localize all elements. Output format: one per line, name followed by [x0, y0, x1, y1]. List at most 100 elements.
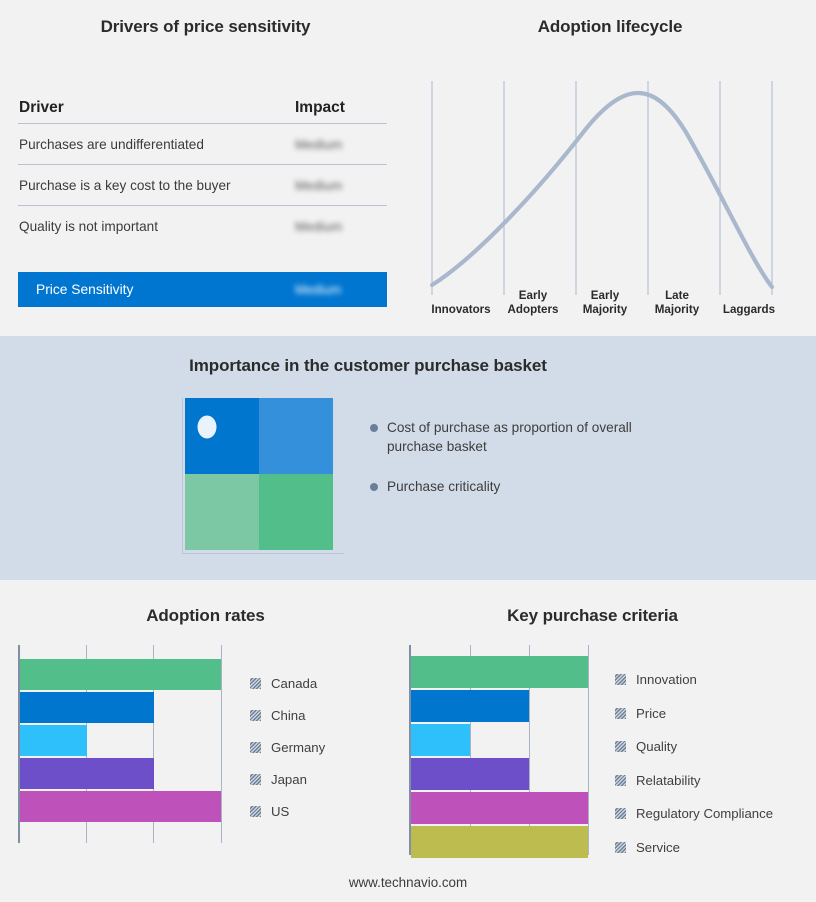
driver-label: Purchase is a key cost to the buyer — [19, 177, 231, 193]
gridline — [588, 645, 589, 855]
impact-value-redacted: Medium — [295, 136, 343, 152]
impact-value-redacted: Medium — [295, 177, 343, 193]
legend-item-innovation: Innovation — [615, 663, 773, 697]
legend-label: Service — [636, 839, 680, 855]
hatched-swatch-icon — [615, 707, 626, 719]
legend-label: US — [271, 803, 290, 819]
driver-label: Purchases are undifferentiated — [19, 136, 204, 152]
drivers-panel-title: Drivers of price sensitivity — [100, 17, 311, 36]
column-header-impact: Impact — [295, 98, 345, 116]
lifecycle-stage-laggards: Laggards — [713, 282, 785, 316]
bar-china — [20, 692, 154, 723]
bar-innovation — [411, 656, 588, 688]
price-sensitivity-label: Price Sensitivity — [36, 282, 134, 297]
band-middle — [0, 336, 816, 580]
importance-panel-title: Importance in the customer purchase bask… — [189, 356, 547, 375]
legend-label: Relatability — [636, 772, 701, 788]
legend-item-price: Price — [615, 697, 773, 731]
stage-line-2: Majority — [654, 302, 700, 316]
table-row: Purchases are undifferentiated Medium — [18, 124, 387, 165]
adoption-rates-plot — [18, 645, 222, 843]
legend-label: Regulatory Compliance — [636, 806, 774, 822]
hatched-swatch-icon — [250, 709, 261, 721]
quadrant-cell-bottom-left — [185, 474, 259, 550]
gridline — [470, 645, 471, 855]
key-purchase-criteria-chart: Innovation Price Quality Relatability Re… — [409, 645, 773, 858]
quadrant-cell-top-right — [259, 398, 333, 474]
quadrant-cell-top-left — [185, 398, 259, 474]
lifecycle-stage-late-majority: Late Majority — [641, 282, 713, 316]
lifecycle-gridlines — [431, 81, 773, 295]
bar-japan — [20, 758, 154, 789]
legend-item-quality: Quality — [615, 730, 773, 764]
hatched-swatch-icon — [615, 808, 626, 820]
impact-value-redacted: Medium — [295, 219, 343, 234]
bar-us — [20, 791, 221, 822]
lifecycle-stage-labels: Innovators Early Adopters Early Majority… — [425, 282, 785, 316]
lifecycle-panel-title: Adoption lifecycle — [537, 17, 683, 36]
hatched-swatch-icon — [615, 841, 626, 853]
hatched-swatch-icon — [250, 773, 261, 785]
hatched-swatch-icon — [250, 741, 261, 753]
stage-line-1: Innovators — [431, 302, 491, 316]
legend-label: China — [271, 707, 306, 723]
legend-label: Price — [636, 705, 667, 721]
legend-item: Purchase criticality — [370, 477, 670, 496]
bar-quality — [411, 724, 470, 756]
footer-url: www.technavio.com — [348, 875, 468, 890]
importance-quadrant-chart — [182, 398, 344, 554]
legend-item-japan: Japan — [250, 763, 325, 795]
legend-item-service: Service — [615, 831, 773, 865]
stage-line-1: Late — [665, 289, 689, 302]
quadrant-grid — [185, 398, 333, 550]
table-row: Quality is not important Medium — [18, 206, 387, 247]
legend-item-relatability: Relatability — [615, 764, 773, 798]
adoption-rates-chart: Canada China Germany Japan US — [18, 645, 325, 843]
quadrant-cell-bottom-right — [259, 474, 333, 550]
lifecycle-curve-svg — [429, 81, 775, 295]
legend-label: Canada — [271, 675, 318, 691]
drivers-table: Driver Impact Purchases are undifferenti… — [18, 92, 387, 247]
adoption-rates-legend: Canada China Germany Japan US — [250, 667, 325, 827]
bar-germany — [20, 725, 87, 756]
key-purchase-criteria-title: Key purchase criteria — [507, 606, 678, 625]
gridline — [529, 645, 530, 855]
legend-item-canada: Canada — [250, 667, 325, 699]
gridline — [153, 645, 154, 843]
legend-label: Quality — [636, 739, 678, 755]
gridline — [221, 645, 222, 843]
driver-label: Quality is not important — [19, 219, 159, 234]
legend-item: Cost of purchase as proportion of overal… — [370, 418, 670, 456]
bar-service — [411, 826, 588, 858]
stage-line-2: Adopters — [507, 302, 559, 316]
hatched-swatch-icon — [615, 774, 626, 786]
bar-price — [411, 690, 529, 722]
stage-line-1: Early — [590, 289, 620, 302]
legend-item-us: US — [250, 795, 325, 827]
key-purchase-criteria-plot — [409, 645, 589, 858]
legend-item-label: Cost of purchase as proportion of overal… — [387, 420, 632, 454]
hatched-swatch-icon — [250, 805, 261, 817]
legend-item-germany: Germany — [250, 731, 325, 763]
table-row: Purchase is a key cost to the buyer Medi… — [18, 165, 387, 206]
lifecycle-stage-early-adopters: Early Adopters — [497, 282, 569, 316]
hatched-swatch-icon — [615, 674, 626, 686]
stage-line-1: Early — [518, 289, 548, 302]
key-purchase-criteria-legend: Innovation Price Quality Relatability Re… — [615, 663, 773, 864]
bar-regulatory-compliance — [411, 792, 588, 824]
price-sensitivity-summary-row: Price Sensitivity Medium — [18, 272, 387, 307]
legend-item-label: Purchase criticality — [387, 479, 501, 494]
legend-label: Japan — [271, 771, 307, 787]
stage-line-2: Majority — [582, 302, 628, 316]
bullet-dot-icon — [370, 424, 378, 432]
band-bottom — [0, 580, 816, 902]
bullet-dot-icon — [370, 483, 378, 491]
legend-item-china: China — [250, 699, 325, 731]
lifecycle-bell-curve — [429, 91, 775, 290]
adoption-rates-title: Adoption rates — [146, 606, 265, 625]
adoption-lifecycle-chart — [425, 80, 790, 310]
bar-canada — [20, 659, 221, 690]
lifecycle-stage-early-majority: Early Majority — [569, 282, 641, 316]
legend-label: Germany — [271, 739, 326, 755]
